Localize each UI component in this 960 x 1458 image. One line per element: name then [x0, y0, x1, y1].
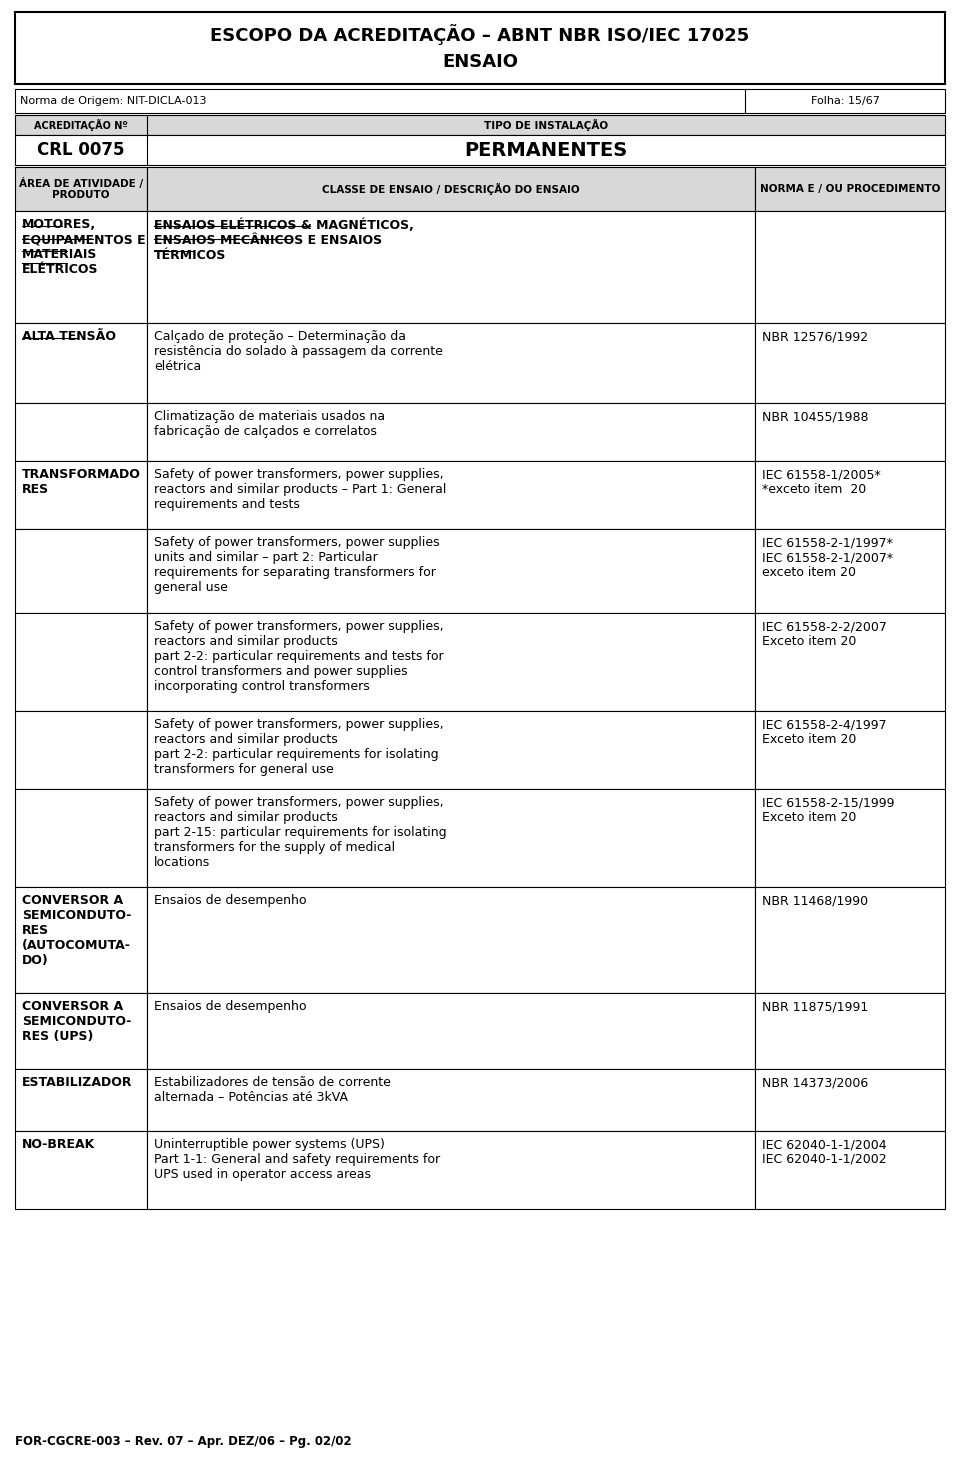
Bar [15, 324, 147, 402]
Bar [755, 461, 945, 529]
Bar [147, 1069, 755, 1131]
Bar [147, 402, 755, 461]
Text: MOTORES,
EQUIPAMENTOS E
MATERIAIS
ELÉTRICOS: MOTORES, EQUIPAMENTOS E MATERIAIS ELÉTRI… [22, 219, 146, 276]
Bar [755, 529, 945, 612]
Text: TIPO DE INSTALAÇÃO: TIPO DE INSTALAÇÃO [484, 120, 608, 131]
Text: Safety of power transformers, power supplies,
reactors and similar products – Pa: Safety of power transformers, power supp… [154, 468, 446, 510]
Text: CLASSE DE ENSAIO / DESCRIÇÃO DO ENSAIO: CLASSE DE ENSAIO / DESCRIÇÃO DO ENSAIO [323, 182, 580, 195]
Text: NBR 12576/1992: NBR 12576/1992 [762, 330, 868, 343]
Text: Estabilizadores de tensão de corrente
alternada – Potências até 3kVA: Estabilizadores de tensão de corrente al… [154, 1076, 391, 1104]
Bar [755, 712, 945, 789]
Text: ACREDITAÇÃO Nº: ACREDITAÇÃO Nº [35, 120, 128, 131]
Bar [147, 712, 755, 789]
Text: TRANSFORMADO
RES: TRANSFORMADO RES [22, 468, 141, 496]
Text: IEC 61558-2-15/1999
Exceto item 20: IEC 61558-2-15/1999 Exceto item 20 [762, 796, 895, 824]
Bar [147, 612, 755, 712]
Bar [15, 461, 147, 529]
Text: NBR 11875/1991: NBR 11875/1991 [762, 1000, 868, 1013]
Text: NBR 14373/2006: NBR 14373/2006 [762, 1076, 868, 1089]
Text: NO-BREAK: NO-BREAK [22, 1139, 95, 1150]
Bar [755, 168, 945, 211]
Bar [147, 529, 755, 612]
Text: ALTA TENSÃO: ALTA TENSÃO [22, 330, 116, 343]
Bar [755, 402, 945, 461]
Text: IEC 61558-2-4/1997
Exceto item 20: IEC 61558-2-4/1997 Exceto item 20 [762, 717, 887, 746]
Text: NORMA E / OU PROCEDIMENTO: NORMA E / OU PROCEDIMENTO [759, 184, 940, 194]
Bar [15, 712, 147, 789]
Text: Uninterruptible power systems (UPS)
Part 1-1: General and safety requirements fo: Uninterruptible power systems (UPS) Part… [154, 1139, 440, 1181]
Bar [15, 168, 147, 211]
Bar [147, 461, 755, 529]
Text: CRL 0075: CRL 0075 [37, 141, 125, 159]
Text: IEC 61558-1/2005*
*exceto item  20: IEC 61558-1/2005* *exceto item 20 [762, 468, 880, 496]
Text: NBR 10455/1988: NBR 10455/1988 [762, 410, 869, 423]
Text: CONVERSOR A
SEMICONDUTO-
RES
(AUTOCOMUTA-
DO): CONVERSOR A SEMICONDUTO- RES (AUTOCOMUTA… [22, 894, 132, 967]
Text: Safety of power transformers, power supplies,
reactors and similar products
part: Safety of power transformers, power supp… [154, 717, 444, 776]
Bar [147, 789, 755, 886]
Bar [15, 886, 147, 993]
Bar [15, 529, 147, 612]
Bar [147, 211, 755, 324]
Bar [755, 886, 945, 993]
Text: PERMANENTES: PERMANENTES [465, 140, 628, 159]
Text: Climatização de materiais usados na
fabricação de calçados e correlatos: Climatização de materiais usados na fabr… [154, 410, 385, 437]
Text: ESTABILIZADOR: ESTABILIZADOR [22, 1076, 132, 1089]
Bar [755, 993, 945, 1069]
Text: Safety of power transformers, power supplies,
reactors and similar products
part: Safety of power transformers, power supp… [154, 620, 444, 693]
Bar [147, 1131, 755, 1209]
Bar [755, 211, 945, 324]
Text: IEC 61558-2-2/2007
Exceto item 20: IEC 61558-2-2/2007 Exceto item 20 [762, 620, 887, 647]
Text: Calçado de proteção – Determinação da
resistência do solado à passagem da corren: Calçado de proteção – Determinação da re… [154, 330, 443, 373]
Bar [15, 136, 945, 165]
Text: Ensaios de desempenho: Ensaios de desempenho [154, 1000, 306, 1013]
Text: CONVERSOR A
SEMICONDUTO-
RES (UPS): CONVERSOR A SEMICONDUTO- RES (UPS) [22, 1000, 132, 1042]
Bar [755, 612, 945, 712]
Bar [15, 12, 945, 85]
Text: ÁREA DE ATIVIDADE /
PRODUTO: ÁREA DE ATIVIDADE / PRODUTO [19, 178, 143, 200]
Bar [15, 211, 147, 324]
Text: ENSAIO: ENSAIO [442, 52, 518, 71]
Bar [147, 993, 755, 1069]
Text: Norma de Origem: NIT-DICLA-013: Norma de Origem: NIT-DICLA-013 [20, 96, 206, 106]
Bar [15, 993, 147, 1069]
Text: Safety of power transformers, power supplies,
reactors and similar products
part: Safety of power transformers, power supp… [154, 796, 446, 869]
Bar [15, 1069, 147, 1131]
Text: ESCOPO DA ACREDITAÇÃO – ABNT NBR ISO/IEC 17025: ESCOPO DA ACREDITAÇÃO – ABNT NBR ISO/IEC… [210, 25, 750, 45]
Bar [15, 789, 147, 886]
Bar [147, 324, 755, 402]
Bar [755, 324, 945, 402]
Text: ENSAIOS ELÉTRICOS & MAGNÉTICOS,
ENSAIOS MECÂNICOS E ENSAIOS
TÉRMICOS: ENSAIOS ELÉTRICOS & MAGNÉTICOS, ENSAIOS … [154, 219, 414, 261]
Text: Ensaios de desempenho: Ensaios de desempenho [154, 894, 306, 907]
Text: NBR 11468/1990: NBR 11468/1990 [762, 894, 868, 907]
Bar [755, 1069, 945, 1131]
Text: FOR-CGCRE-003 – Rev. 07 – Apr. DEZ/06 – Pg. 02/02: FOR-CGCRE-003 – Rev. 07 – Apr. DEZ/06 – … [15, 1435, 351, 1448]
Bar [755, 789, 945, 886]
Text: IEC 62040-1-1/2004
IEC 62040-1-1/2002: IEC 62040-1-1/2004 IEC 62040-1-1/2002 [762, 1139, 887, 1166]
Text: Folha: 15/67: Folha: 15/67 [810, 96, 879, 106]
Bar [15, 115, 945, 136]
Text: Safety of power transformers, power supplies
units and similar – part 2: Particu: Safety of power transformers, power supp… [154, 537, 440, 593]
Bar [15, 1131, 147, 1209]
Bar [15, 612, 147, 712]
Bar [755, 1131, 945, 1209]
Bar [147, 168, 755, 211]
Bar [15, 89, 945, 114]
Bar [15, 402, 147, 461]
Bar [147, 886, 755, 993]
Text: IEC 61558-2-1/1997*
IEC 61558-2-1/2007*
exceto item 20: IEC 61558-2-1/1997* IEC 61558-2-1/2007* … [762, 537, 893, 579]
